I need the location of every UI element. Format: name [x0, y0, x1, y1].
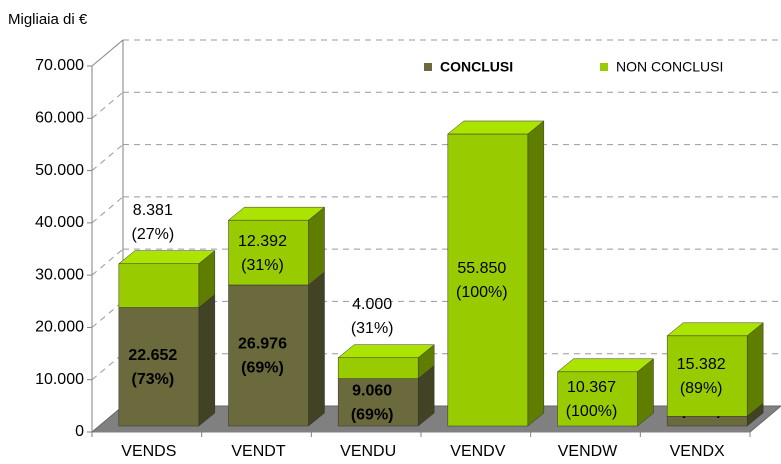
bar-segment [556, 358, 655, 427]
bar-side [198, 294, 216, 427]
share-label: (27%) [131, 226, 174, 243]
value-label: 15.382 [677, 356, 726, 373]
grid-line [91, 353, 124, 381]
bar-top [556, 358, 655, 373]
legend-label: CONCLUSI [440, 59, 513, 75]
x-tick-label: VENDW [558, 443, 618, 460]
y-tick-label: 0 [75, 423, 84, 440]
y-tick-label: 50.000 [35, 162, 84, 179]
bar-top [447, 120, 545, 135]
x-tick-label: VENDV [450, 443, 505, 460]
value-label: 8.381 [133, 202, 173, 219]
legend-label: NON CONCLUSI [616, 59, 723, 75]
value-label: 4.000 [352, 296, 392, 313]
value-label: 10.367 [567, 379, 616, 396]
share-label: (69%) [241, 360, 284, 377]
share-label: (31%) [241, 257, 284, 274]
bar-side [308, 206, 325, 286]
y-tick-label: 30.000 [35, 266, 84, 283]
bar-front [666, 335, 748, 417]
bar-front [118, 307, 200, 427]
share-label: (100%) [566, 403, 618, 420]
bar-side [527, 120, 545, 427]
grid-line [91, 196, 124, 224]
share-label: (100%) [456, 284, 508, 301]
grid-line [91, 39, 124, 67]
value-label: 26.976 [238, 336, 287, 353]
bar-front [228, 284, 309, 427]
share-label: (69%) [351, 407, 394, 424]
bar-segment [118, 250, 216, 309]
y-tick-label: 60.000 [35, 110, 84, 127]
bar-front [447, 133, 529, 427]
share-label: (89%) [680, 380, 723, 397]
y-tick-label: 10.000 [35, 371, 84, 388]
grid-line [91, 91, 124, 119]
x-tick-label: VENDX [670, 443, 725, 460]
x-tick-label: VENDT [231, 443, 285, 460]
y-axis-label: Migliaia di € [8, 11, 88, 28]
bar-top [118, 250, 216, 264]
bar-front [228, 219, 309, 286]
grid-line [91, 144, 124, 171]
share-label: (73%) [131, 371, 174, 388]
value-label: 12.392 [238, 233, 287, 250]
legend-swatch [424, 63, 432, 71]
bar-segment [447, 120, 545, 427]
bar-top [666, 322, 764, 337]
share-label: (31%) [351, 320, 394, 337]
x-tick-label: VENDS [121, 443, 176, 460]
bar-side [746, 322, 764, 417]
bar-front [118, 263, 200, 308]
legend-swatch [600, 63, 608, 71]
bar-segment [227, 206, 326, 286]
bar-segment [666, 322, 764, 417]
bar-front [337, 378, 419, 427]
bar-top [227, 206, 326, 221]
y-tick-label: 40.000 [35, 214, 84, 231]
x-tick-label: VENDU [340, 443, 396, 460]
bar-front [337, 357, 419, 379]
bar-side [308, 271, 325, 427]
y-tick-label: 70.000 [35, 57, 84, 74]
grid-line [91, 301, 124, 328]
grid-line [91, 248, 124, 276]
value-label: 55.850 [457, 260, 506, 277]
bar-segment [337, 344, 435, 380]
bar-top [337, 344, 435, 358]
value-label: 9.060 [352, 383, 392, 400]
y-tick-label: 20.000 [35, 319, 84, 336]
value-label: 22.652 [128, 347, 177, 364]
